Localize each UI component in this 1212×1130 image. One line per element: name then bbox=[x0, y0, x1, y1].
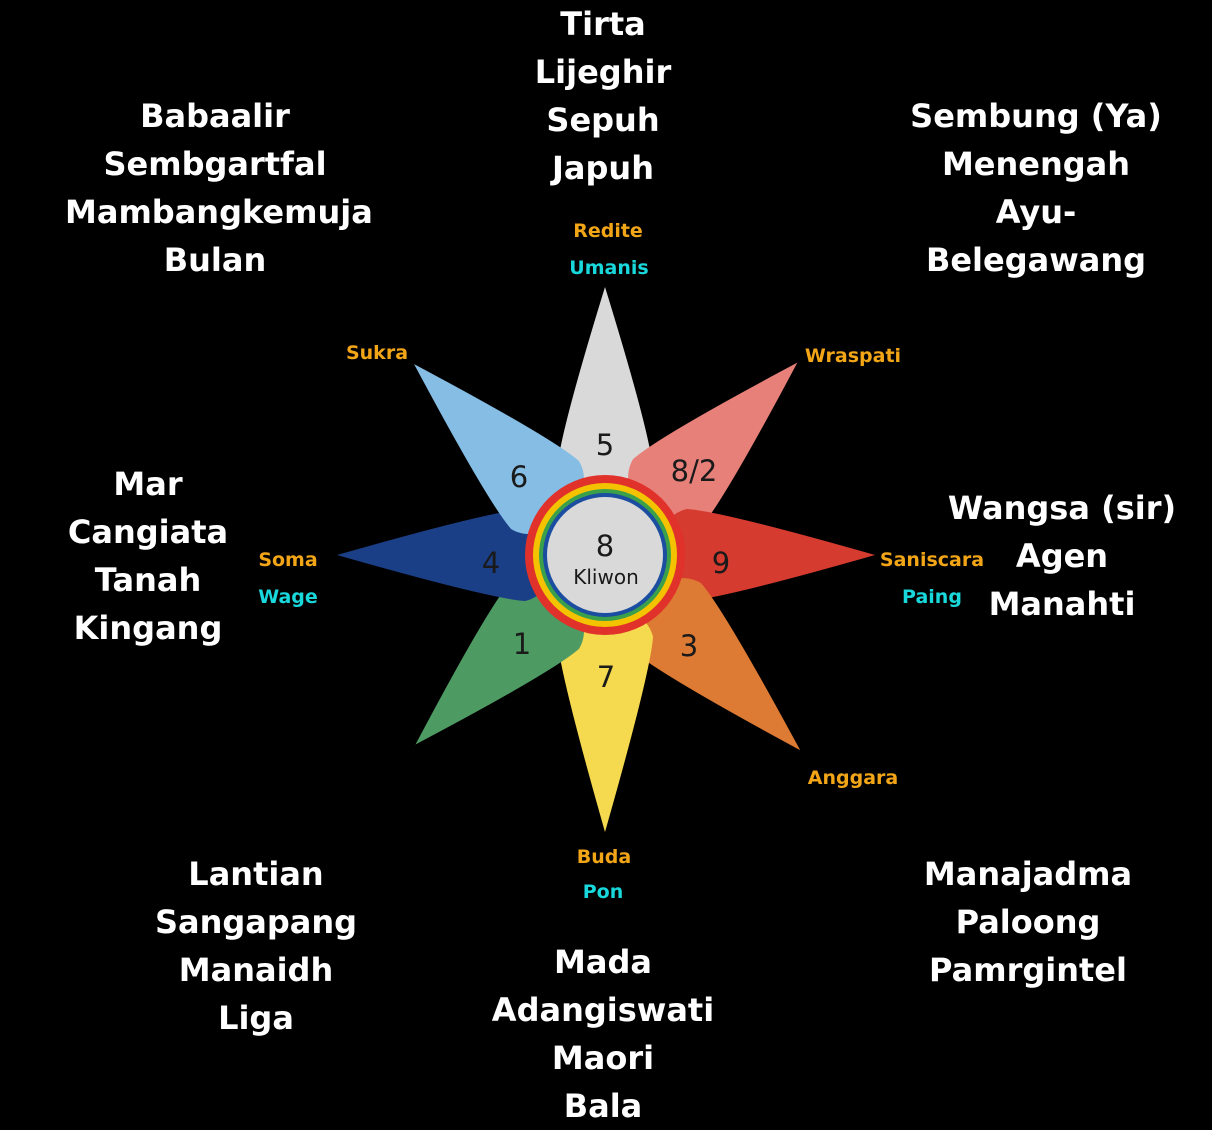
day-label-anggara: Anggara bbox=[807, 767, 899, 789]
text-group-top-right: Sembung (Ya) Menengah Ayu- Belegawang bbox=[910, 97, 1162, 279]
day-label-buda: Buda bbox=[576, 846, 632, 868]
text-group-top: Tirta Lijeghir Sepuh Japuh bbox=[534, 5, 672, 187]
petal-number-w: 4 bbox=[481, 546, 501, 580]
day-label-soma: Soma bbox=[258, 549, 318, 571]
petal-number-sw: 1 bbox=[512, 627, 532, 661]
day-label-sukra: Sukra bbox=[345, 342, 409, 364]
petal-ne bbox=[628, 362, 798, 532]
pasaran-label-umanis: Umanis bbox=[569, 257, 649, 279]
center-hub bbox=[525, 475, 685, 635]
petal-number-ne: 8/2 bbox=[670, 454, 718, 488]
petal-e bbox=[657, 509, 875, 601]
text-group-top-left: Babaalir Sembgartfal Mambangkemuja Bulan bbox=[65, 97, 373, 279]
text-group-bottom-right: Manajadma Paloong Pamrgintel bbox=[923, 855, 1133, 989]
petal-sw bbox=[415, 575, 585, 745]
center-name: Kliwon bbox=[573, 565, 639, 589]
text-group-bottom-left: Lantian Sangapang Manaidh Liga bbox=[154, 855, 358, 1037]
day-label-wraspati: Wraspati bbox=[804, 345, 902, 367]
petal-n bbox=[557, 287, 653, 500]
day-label-redite: Redite bbox=[573, 220, 643, 242]
petal-nw bbox=[414, 364, 585, 535]
text-group-bottom: Mada Adangiswati Maori Bala bbox=[491, 943, 715, 1125]
petal-w bbox=[337, 509, 555, 601]
center-number: 8 bbox=[595, 529, 615, 563]
pasaran-label-paing: Paing bbox=[902, 586, 962, 608]
center-disc bbox=[547, 497, 663, 613]
text-group-left: Mar Cangiata Tanah Kingang bbox=[67, 465, 229, 647]
petal-number-n: 5 bbox=[595, 428, 615, 462]
text-group-right: Wangsa (sir) Agen Manahti bbox=[947, 489, 1177, 623]
day-label-saniscara: Saniscara bbox=[879, 549, 985, 571]
pasaran-label-wage: Wage bbox=[258, 586, 318, 608]
petal-number-s: 7 bbox=[596, 660, 616, 694]
petal-number-se: 3 bbox=[679, 629, 699, 663]
petal-number-nw: 6 bbox=[509, 460, 529, 494]
pasaran-label-pon: Pon bbox=[582, 881, 624, 903]
petal-number-e: 9 bbox=[711, 546, 731, 580]
petal-se bbox=[628, 578, 801, 751]
petal-s bbox=[557, 607, 653, 832]
